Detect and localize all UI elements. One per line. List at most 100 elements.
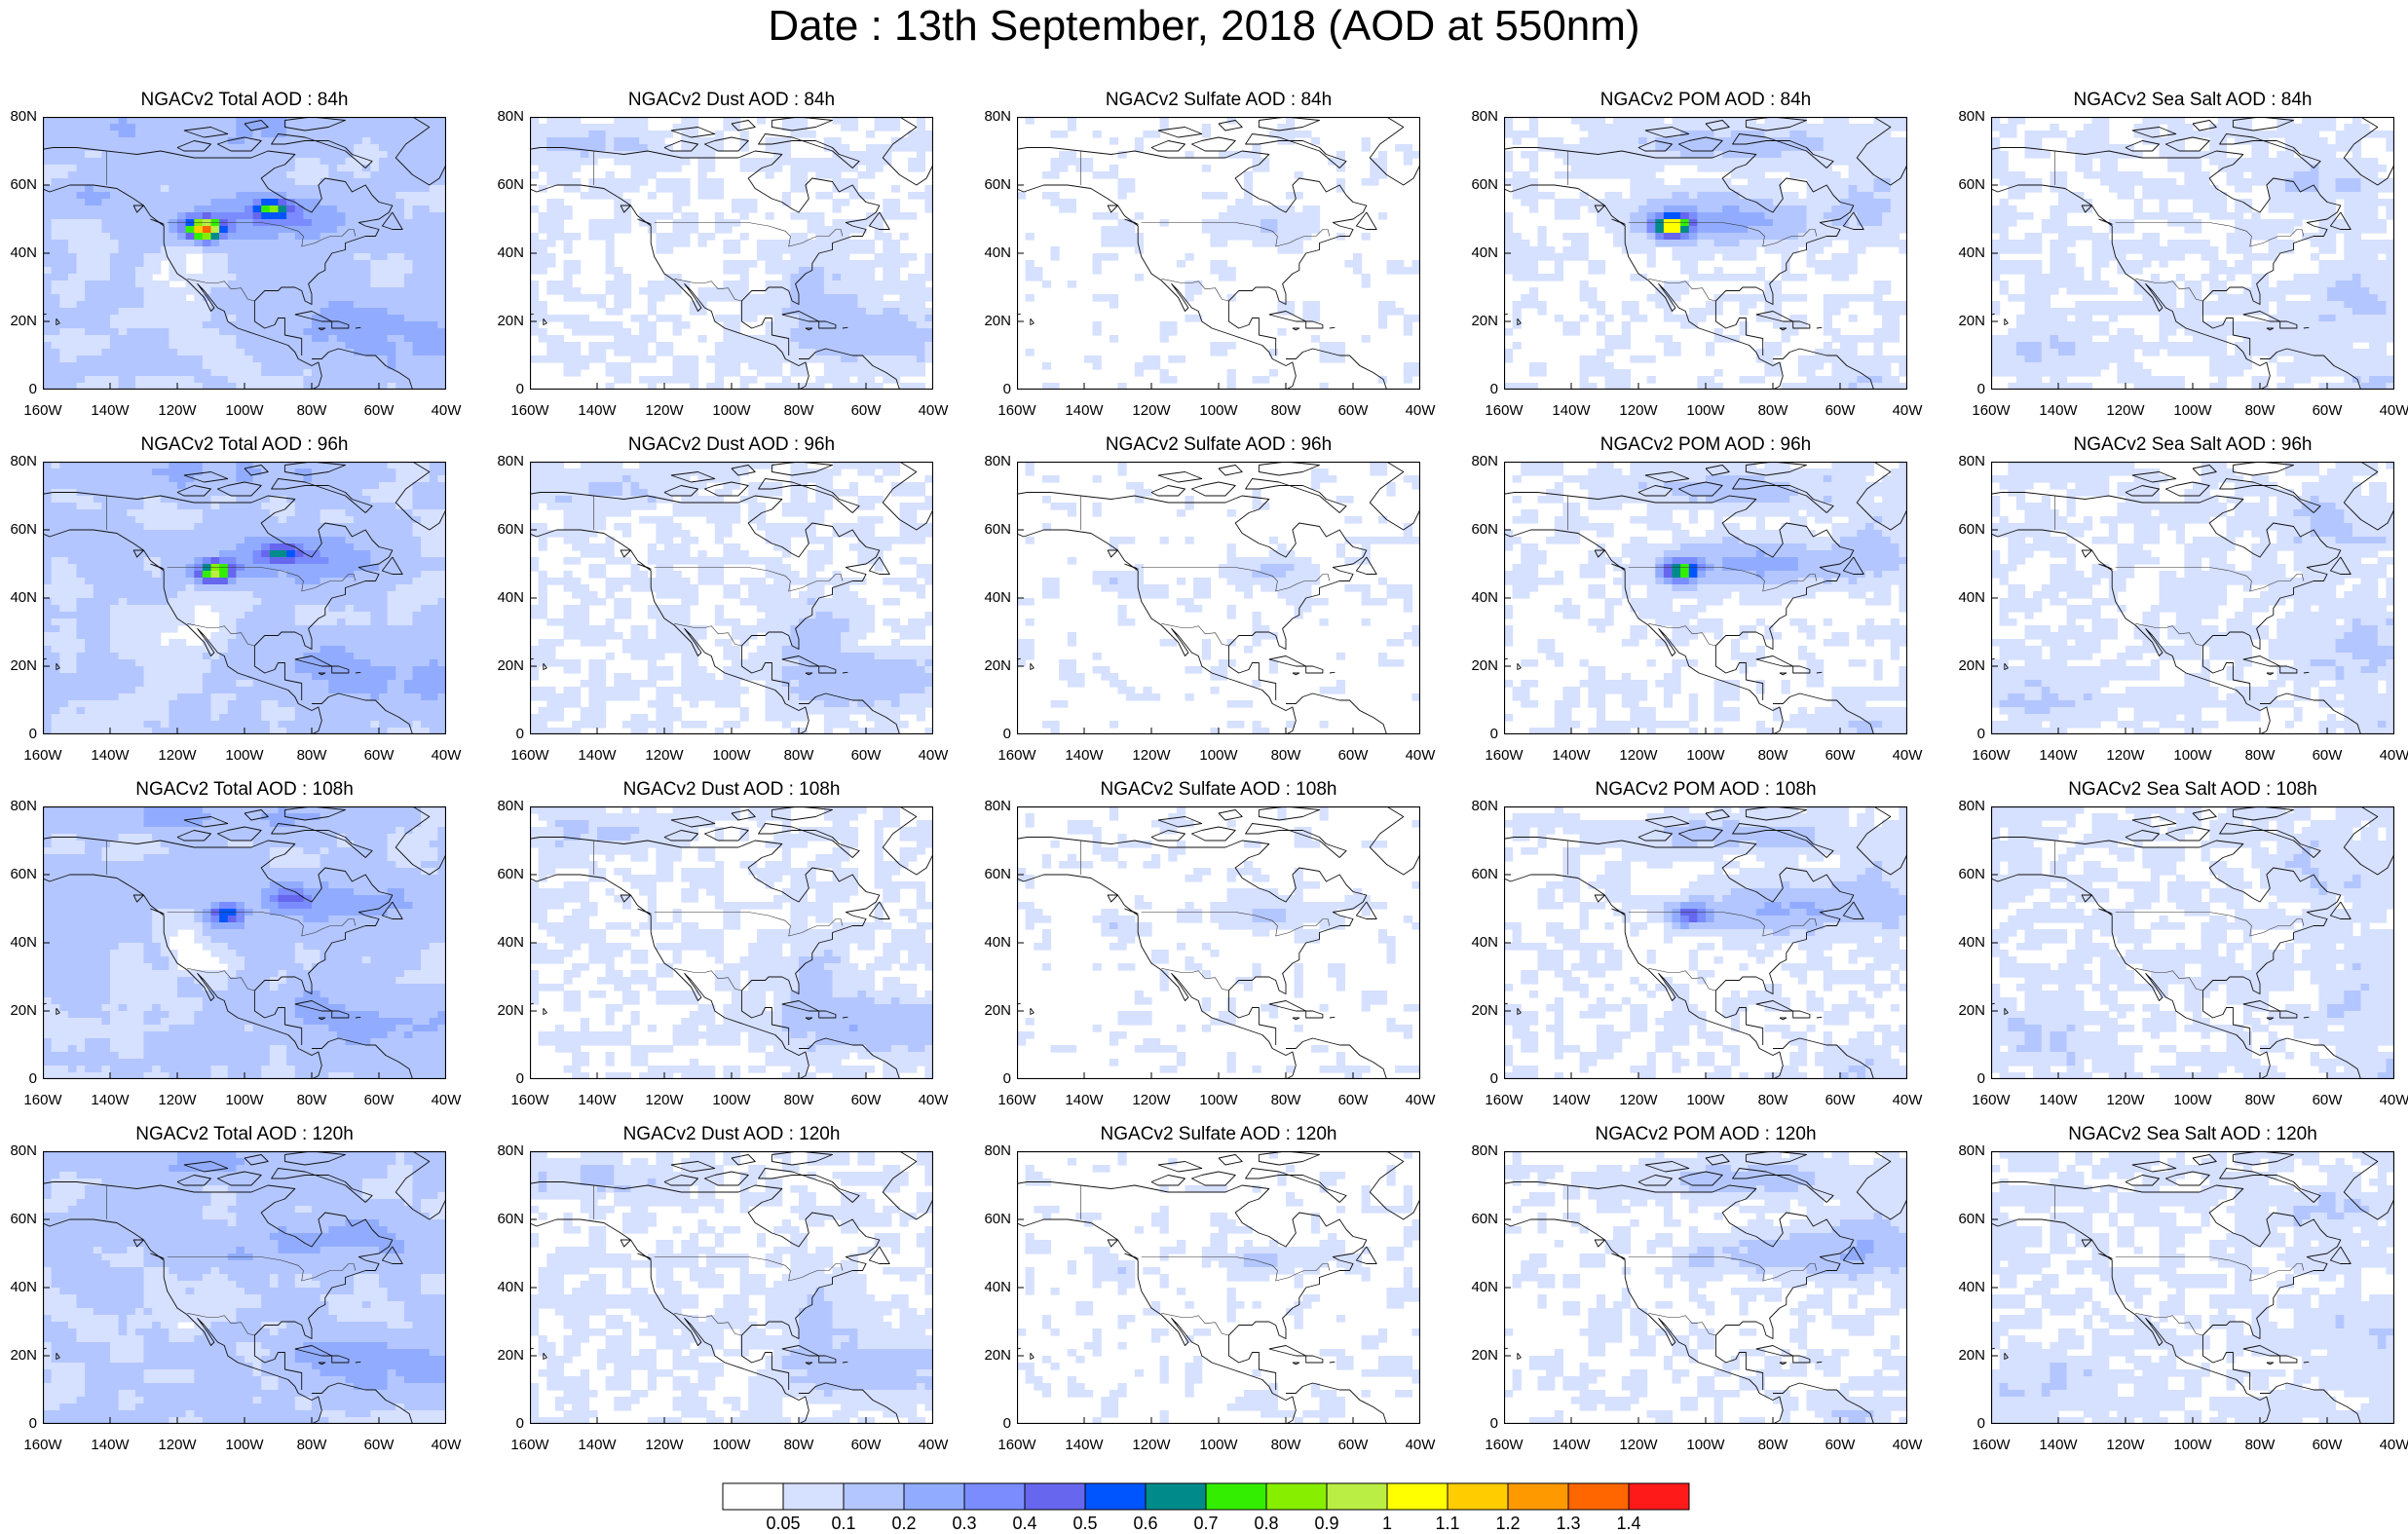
aod-cell xyxy=(1891,171,1900,179)
aod-cell xyxy=(1840,267,1849,275)
aod-cell xyxy=(312,369,320,377)
aod-cell xyxy=(1630,240,1638,247)
aod-cell xyxy=(354,117,362,125)
aod-cell xyxy=(824,158,833,166)
aod-cell xyxy=(891,328,900,336)
aod-cell xyxy=(404,171,413,179)
aod-cell xyxy=(1555,274,1563,281)
aod-cell xyxy=(1824,124,1832,131)
aod-cell xyxy=(421,369,430,377)
aod-cell xyxy=(546,151,555,159)
aod-cell xyxy=(1562,246,1571,254)
aod-cell xyxy=(328,219,337,227)
aod-cell xyxy=(833,335,842,343)
aod-cell xyxy=(656,137,664,145)
aod-cell xyxy=(1899,246,1907,254)
aod-cell xyxy=(1227,274,1236,281)
aod-cell xyxy=(127,253,135,261)
aod-cell xyxy=(85,240,94,247)
aod-cell xyxy=(732,355,740,363)
aod-cell xyxy=(1849,124,1858,131)
aod-cell xyxy=(2327,117,2336,125)
aod-cell xyxy=(1689,199,1698,206)
aod-cell xyxy=(52,124,60,131)
aod-cell xyxy=(395,124,404,131)
aod-cell xyxy=(1748,246,1756,254)
aod-cell xyxy=(622,287,631,295)
aod-cell xyxy=(312,246,320,254)
aod-cell xyxy=(1227,267,1236,275)
aod-cell xyxy=(295,206,304,213)
aod-cell xyxy=(1555,137,1563,145)
aod-cell xyxy=(875,342,884,350)
aod-cell xyxy=(841,335,849,343)
aod-cell xyxy=(169,246,177,254)
aod-cell xyxy=(346,117,355,125)
aod-cell xyxy=(395,362,404,370)
aod-cell xyxy=(379,342,388,350)
aod-cell xyxy=(253,165,262,172)
aod-cell xyxy=(606,185,615,193)
aod-cell xyxy=(1815,131,1824,138)
aod-cell xyxy=(437,321,446,329)
aod-cell xyxy=(421,253,430,261)
aod-cell xyxy=(219,171,228,179)
aod-cell xyxy=(614,328,622,336)
aod-cell xyxy=(1622,165,1631,172)
aod-cell xyxy=(59,362,68,370)
aod-cell xyxy=(228,335,237,343)
aod-cell xyxy=(337,362,346,370)
aod-cell xyxy=(1899,219,1907,227)
aod-cell xyxy=(1411,260,1420,268)
aod-cell xyxy=(1815,260,1824,268)
aod-cell xyxy=(144,233,153,241)
aod-cell xyxy=(430,124,438,131)
aod-cell xyxy=(52,267,60,275)
aod-cell xyxy=(1815,137,1824,145)
aod-cell xyxy=(1093,328,1102,336)
aod-cell xyxy=(875,328,884,336)
aod-cell xyxy=(1135,233,1144,241)
aod-cell xyxy=(1689,192,1698,200)
aod-cell xyxy=(77,192,86,200)
aod-cell xyxy=(404,206,413,213)
aod-cell xyxy=(211,267,220,275)
aod-cell xyxy=(1706,226,1714,234)
aod-cell xyxy=(236,376,245,384)
aod-cell xyxy=(883,328,891,336)
aod-cell xyxy=(203,117,211,125)
aod-cell xyxy=(1075,165,1084,172)
aod-cell xyxy=(312,301,320,309)
aod-cell xyxy=(656,144,664,152)
aod-cell xyxy=(1118,185,1127,193)
aod-cell xyxy=(891,274,900,281)
aod-cell xyxy=(152,144,161,152)
aod-cell xyxy=(320,246,329,254)
aod-cell xyxy=(430,158,438,166)
aod-cell xyxy=(43,349,52,356)
aod-cell xyxy=(773,144,782,152)
aod-cell xyxy=(1891,185,1900,193)
aod-cell xyxy=(2235,131,2243,138)
aod-cell xyxy=(261,212,270,220)
aod-cell xyxy=(1185,281,1194,288)
aod-cell xyxy=(286,212,295,220)
aod-cell xyxy=(908,192,917,200)
aod-cell xyxy=(681,240,690,247)
aod-cell xyxy=(203,246,211,254)
aod-cell xyxy=(883,355,891,363)
aod-cell xyxy=(261,355,270,363)
aod-cell xyxy=(1638,355,1647,363)
aod-cell xyxy=(211,192,220,200)
aod-cell xyxy=(1874,219,1883,227)
aod-cell xyxy=(337,185,346,193)
aod-cell xyxy=(2209,144,2218,152)
aod-cell xyxy=(370,260,379,268)
aod-cell xyxy=(1874,342,1883,350)
aod-cell xyxy=(866,151,875,159)
aod-cell xyxy=(2176,117,2185,125)
aod-cell xyxy=(1378,315,1387,322)
aod-cell xyxy=(539,301,547,309)
aod-cell xyxy=(857,362,866,370)
aod-cell xyxy=(404,342,413,350)
